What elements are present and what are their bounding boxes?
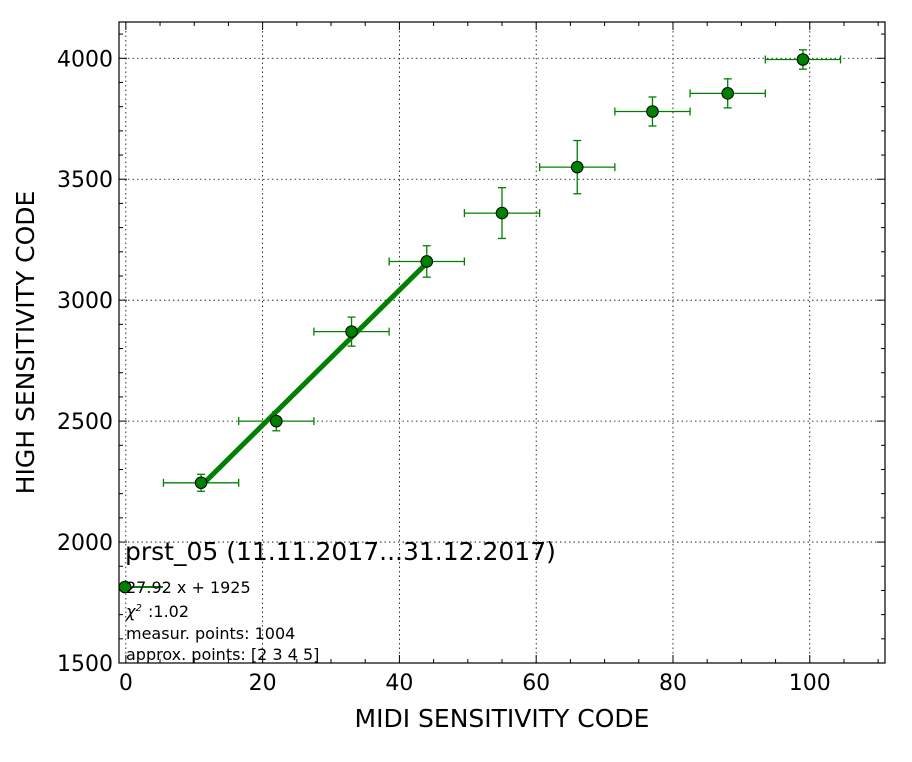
data-marker [721,87,734,100]
grid-lines [119,22,885,663]
chi-square-label: :1.02 [148,602,189,621]
data-point [238,410,315,432]
data-point [162,473,240,492]
y-tick-label: 2500 [57,410,113,435]
data-marker [270,414,283,428]
y-tick-label: 4000 [57,47,113,72]
chart-title-annotation: prst_05 (11.11.2017...31.12.2017) [125,537,556,566]
plot-frame [118,21,886,664]
data-point [313,316,390,347]
x-tick-label: 100 [789,671,831,696]
x-axis-label: MIDI SENSITIVITY CODE [355,704,650,733]
legend-marker [118,580,163,594]
approx-points-label: approx. points: [2 3 4 5] [126,645,319,664]
x-tick-label: 20 [249,671,277,696]
data-marker [495,206,509,220]
data-point [614,96,691,127]
axis-ticks: 0 20 40 60 80 100 1500 2000 2500 3000 3500 4000 [57,22,885,696]
y-axis-label: HIGH SENSITIVITY CODE [11,191,40,495]
x-tick-label: 80 [659,671,687,696]
legend-marker-dot [118,580,132,594]
data-marker [345,325,358,338]
x-tick-label: 40 [385,671,413,696]
y-tick-label: 2000 [57,531,113,556]
data-point [538,139,616,195]
y-tick-label: 1500 [57,652,113,677]
data-marker [194,476,208,490]
x-tick-label: 60 [522,671,550,696]
data-marker [570,160,584,174]
data-point [463,187,541,240]
y-tick-label: 3500 [57,168,113,193]
data-marker [646,105,659,118]
data-marker [420,255,434,268]
fit-line [199,261,429,488]
y-tick-label: 3000 [57,289,113,314]
chi-square-symbol: χ2 [125,602,142,621]
data-marker [796,53,810,66]
data-points-layer [162,49,842,492]
data-point [689,78,766,109]
data-point [388,245,466,278]
fit-line-layer [199,261,429,488]
x-tick-label: 0 [119,671,133,696]
data-point [764,49,842,70]
measurement-points-label: measur. points: 1004 [126,624,295,643]
fit-equation-label: 27.92 x + 1925 [126,578,251,597]
